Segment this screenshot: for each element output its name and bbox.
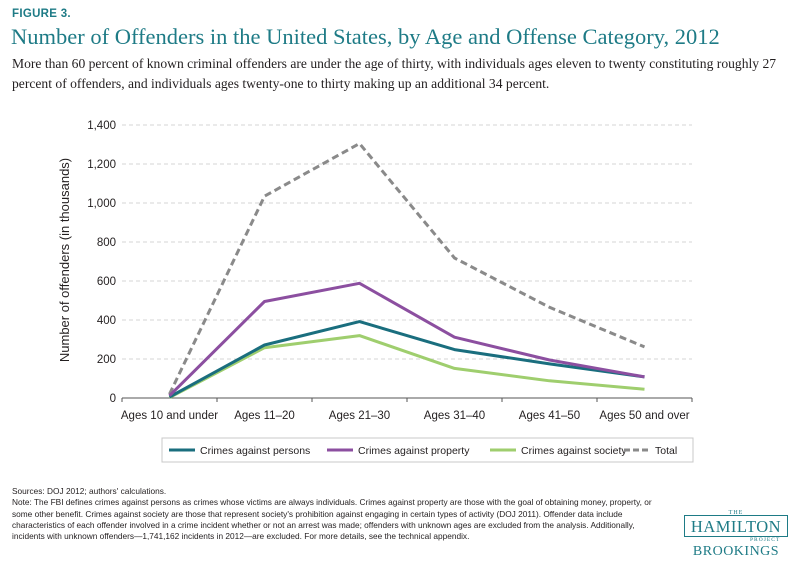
y-tick-label: 800 xyxy=(97,237,116,249)
series-lines xyxy=(168,142,646,399)
legend-box xyxy=(161,437,694,463)
x-tick-label: Ages 10 and under xyxy=(121,410,218,422)
y-axis-label: Number of offenders (in thousands) xyxy=(57,158,72,362)
legend-label: Total xyxy=(655,445,677,457)
legend-label: Crimes against persons xyxy=(200,445,310,457)
chart-title: Number of Offenders in the United States… xyxy=(11,24,720,49)
y-axis-tick-labels: 0 200 400 600 800 1,000 1,200 1,400 xyxy=(87,120,116,405)
legend: Crimes against persons Crimes against pro… xyxy=(161,437,694,463)
logo-brookings-text: BROOKINGS xyxy=(692,544,780,559)
x-tick-label: Ages 50 and over xyxy=(599,410,689,422)
series-line-crimes-against-persons xyxy=(168,320,645,399)
y-tick-label: 400 xyxy=(97,315,116,327)
logo-border xyxy=(684,515,788,537)
line-chart: 0 200 400 600 800 1,000 1,200 1,400 Ages 10 and… xyxy=(57,120,694,463)
legend-label: Crimes against property xyxy=(358,445,470,457)
note-text: Note: The FBI defines crimes against per… xyxy=(12,497,652,542)
legend-label: Crimes against society xyxy=(521,445,627,457)
figure-label: FIGURE 3. xyxy=(12,8,71,20)
y-tick-label: 1,400 xyxy=(87,120,116,132)
gridlines xyxy=(122,124,692,360)
x-tick-label: Ages 31–40 xyxy=(424,410,485,422)
logo-hamilton-text: HAMILTON xyxy=(690,517,782,536)
logo-project-text: PROJECT xyxy=(750,537,781,543)
logo-the-text: THE xyxy=(728,510,744,516)
x-tick-label: Ages 21–30 xyxy=(329,410,390,422)
y-tick-label: 1,000 xyxy=(87,198,116,210)
y-tick-label: 1,200 xyxy=(87,159,116,171)
chart-notes: Sources: DOJ 2012; authors' calculations… xyxy=(12,486,667,542)
x-axis-tick-labels: Ages 10 and under Ages 11–20 Ages 21–30 Age… xyxy=(121,410,690,422)
series-line-crimes-against-property xyxy=(168,281,645,397)
x-tick-label: Ages 41–50 xyxy=(519,410,580,422)
x-axis-tick-marks xyxy=(121,398,693,402)
hamilton-brookings-logo: THE HAMILTON PROJECT BROOKINGS xyxy=(684,510,788,562)
y-tick-label: 0 xyxy=(110,393,116,405)
y-tick-label: 200 xyxy=(97,354,116,366)
series-line-crimes-against-society xyxy=(168,334,645,399)
x-tick-label: Ages 11–20 xyxy=(234,410,295,422)
series-line-total xyxy=(168,142,646,395)
sources-text: Sources: DOJ 2012; authors' calculations… xyxy=(12,486,167,496)
y-tick-label: 600 xyxy=(97,276,116,288)
chart-subtitle: More than 60 percent of known criminal o… xyxy=(12,56,777,91)
